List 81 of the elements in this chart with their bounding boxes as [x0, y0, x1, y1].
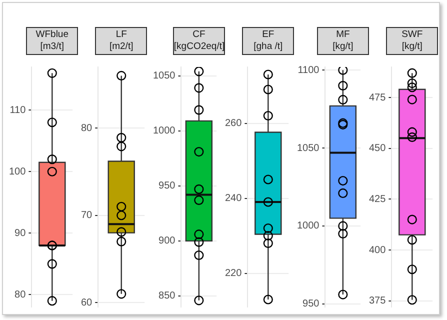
point	[116, 289, 126, 299]
point	[263, 110, 273, 121]
point	[194, 237, 204, 247]
point	[263, 294, 273, 304]
point	[263, 197, 273, 207]
point	[407, 132, 417, 142]
point	[116, 210, 126, 220]
point	[407, 214, 417, 224]
point	[47, 154, 57, 164]
point	[407, 68, 417, 78]
y-tick-label: 850	[158, 290, 176, 302]
y-tick-label: 900	[158, 236, 176, 247]
y-tick-label: 950	[302, 298, 320, 310]
point	[338, 80, 348, 90]
point	[263, 174, 273, 184]
point	[194, 146, 204, 157]
point	[263, 84, 273, 94]
y-tick-label: 950	[158, 180, 176, 192]
point	[47, 118, 57, 128]
point	[407, 94, 417, 104]
y-tick-label: 240	[224, 193, 242, 204]
point	[194, 296, 204, 306]
point	[47, 166, 57, 176]
y-tick-label: 110	[10, 104, 26, 116]
x-tick-label: LF [m2/t]	[95, 27, 148, 55]
point	[116, 227, 126, 237]
point	[407, 264, 417, 274]
point	[194, 195, 204, 206]
point	[338, 221, 348, 231]
y-tick-label: 1000	[296, 220, 320, 232]
point	[338, 290, 348, 300]
y-tick-label: 80	[14, 289, 26, 300]
point	[407, 295, 417, 305]
point	[338, 228, 348, 239]
y-tick-label: 60	[81, 297, 93, 308]
point	[338, 188, 348, 198]
point	[338, 94, 348, 105]
y-tick-label: 100	[8, 166, 26, 178]
y-tick-label: 220	[224, 268, 242, 279]
y-tick-label: 475	[368, 92, 386, 104]
y-tick-label: 375	[368, 296, 386, 307]
point	[194, 184, 204, 194]
point	[116, 132, 126, 142]
point	[263, 230, 273, 241]
point	[407, 82, 417, 92]
point	[116, 236, 126, 246]
x-tick-label: WFblue [m3/t]	[26, 27, 78, 55]
point	[407, 78, 417, 88]
y-tick-label: 1050	[152, 70, 176, 82]
y-tick-label: 1100	[298, 64, 320, 76]
y-tick-label: 1000	[152, 126, 176, 137]
point	[194, 83, 204, 93]
point	[407, 235, 417, 245]
point	[47, 259, 57, 269]
point	[47, 68, 57, 78]
point	[263, 238, 273, 248]
point	[407, 127, 417, 137]
x-tick-label: CF [kgCO2eq/t]	[172, 27, 225, 55]
y-tick-label: 70	[81, 210, 93, 222]
y-tick-label: 450	[368, 143, 386, 154]
point	[194, 230, 204, 240]
y-tick-label: 400	[368, 244, 386, 256]
x-tick-label: MF [kg/t]	[316, 27, 369, 55]
point	[116, 142, 126, 152]
y-tick-label: 1050	[296, 142, 320, 154]
y-tick-label: 260	[224, 118, 242, 129]
y-tick-label: 90	[14, 228, 26, 239]
point	[116, 202, 126, 212]
point	[263, 223, 273, 234]
point	[338, 67, 348, 75]
x-tick-label: SWF [kg/t]	[386, 27, 438, 55]
point	[194, 67, 204, 76]
point	[47, 296, 57, 306]
y-tick-label: 80	[81, 122, 93, 134]
point	[338, 176, 348, 186]
x-tick-label: EF [gha /t]	[242, 27, 294, 55]
point	[116, 70, 126, 81]
point	[263, 70, 273, 80]
point	[194, 250, 204, 260]
y-tick-label: 425	[368, 194, 386, 205]
point	[194, 105, 204, 115]
